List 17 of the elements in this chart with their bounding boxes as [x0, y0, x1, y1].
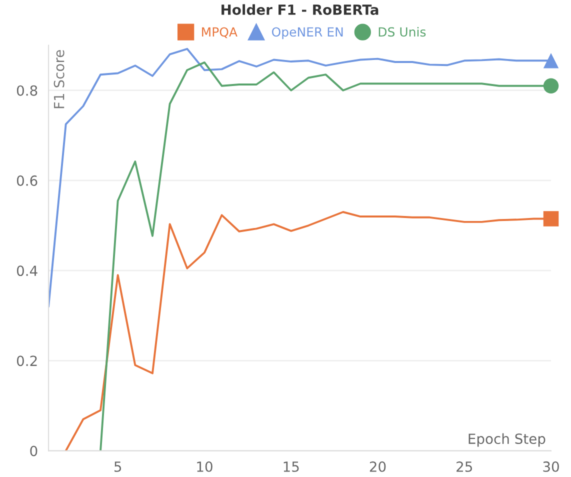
- x-tick-label: 5: [114, 462, 122, 472]
- y-tick-label: 0.2: [16, 356, 37, 366]
- x-axis-title: Epoch Step: [468, 433, 546, 447]
- x-tick-label: 15: [284, 462, 299, 472]
- legend-label: MPQA: [202, 27, 238, 38]
- legend-label: OpeNER EN: [272, 27, 343, 40]
- x-tick-label: 20: [370, 461, 386, 472]
- x-tick-label: 10: [197, 461, 212, 472]
- x-tick-label: 25: [456, 461, 472, 472]
- chart-title: Holder F1 - RoBERTa: [222, 4, 378, 15]
- legend-label: DS Unis: [378, 26, 426, 37]
- y-tick-label: 0: [30, 446, 38, 456]
- y-tick-label: 0.6: [16, 175, 38, 186]
- y-tick-label: 0.4: [16, 266, 38, 276]
- y-axis-title: F1 Score: [54, 50, 64, 108]
- y-tick-label: 0.8: [16, 85, 38, 96]
- x-tick-label: 30: [543, 461, 559, 472]
